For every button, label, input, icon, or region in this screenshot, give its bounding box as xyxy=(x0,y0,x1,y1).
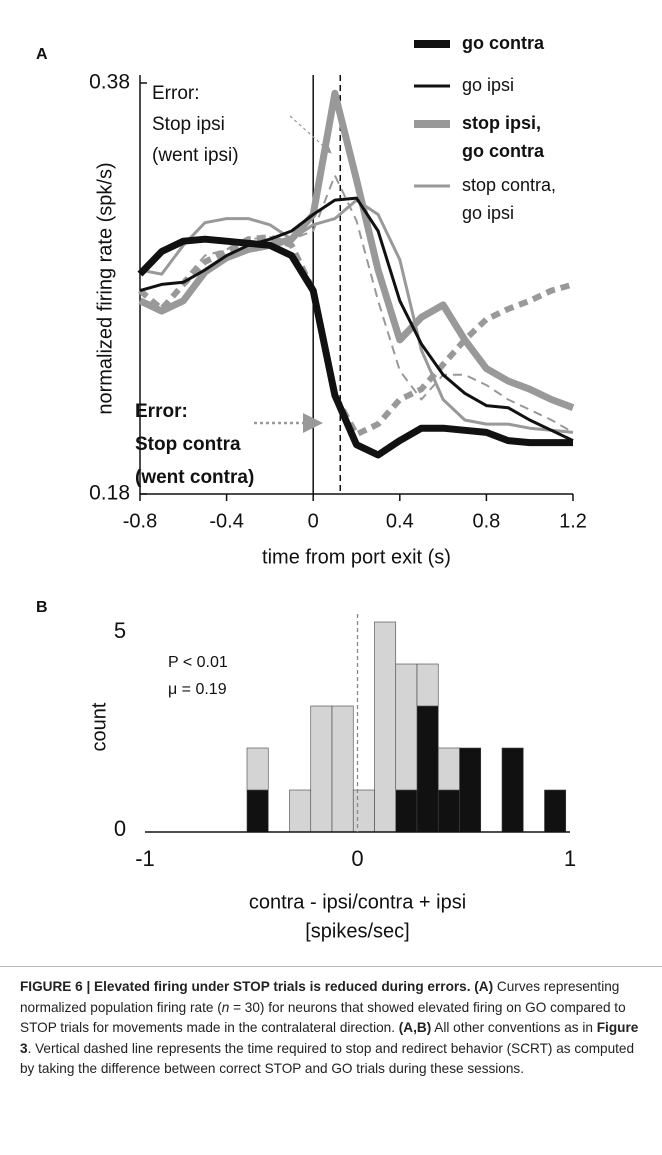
bar xyxy=(352,789,375,833)
x-tick-label: 0.8 xyxy=(472,510,500,532)
annotation: μ = 0.19 xyxy=(168,681,227,698)
bar xyxy=(395,663,418,791)
caption: FIGURE 6 | Elevated firing under STOP tr… xyxy=(0,966,662,1155)
series-line xyxy=(139,198,574,434)
annotation: (went contra) xyxy=(135,467,254,488)
annotation: Stop contra xyxy=(135,434,241,455)
annotation: (went ipsi) xyxy=(152,145,239,166)
caption-text: (A) xyxy=(474,979,494,994)
caption-text: (A,B) xyxy=(398,1020,432,1035)
panel-label: A xyxy=(36,46,48,63)
bar xyxy=(246,747,269,791)
x-tick-label: 1 xyxy=(564,846,576,871)
bar xyxy=(310,705,333,833)
bar xyxy=(289,789,312,833)
y-tick-label: 0 xyxy=(114,816,126,841)
bar xyxy=(416,705,439,833)
series-line xyxy=(139,174,574,434)
x-tick-label: -0.4 xyxy=(209,510,243,532)
x-axis-label: contra - ipsi/contra + ipsi xyxy=(249,891,466,913)
y-tick-label: 0.18 xyxy=(89,482,130,505)
legend-label: go contra xyxy=(462,141,545,161)
bar xyxy=(374,621,397,833)
annotation: Stop ipsi xyxy=(152,114,225,135)
bar xyxy=(246,789,269,833)
series-line xyxy=(138,234,574,438)
series-line xyxy=(139,196,574,442)
caption-text: = 30) for neurons that showed elevated f… xyxy=(20,999,626,1036)
legend-label: stop ipsi, xyxy=(462,113,541,133)
x-tick-label: 0 xyxy=(308,510,319,532)
caption-text: Figure 3 xyxy=(20,1020,639,1056)
x-axis-label: [spikes/sec] xyxy=(305,920,409,942)
caption-title: FIGURE 6 | Elevated firing under STOP tr… xyxy=(20,979,471,994)
bar xyxy=(544,789,567,833)
y-axis-label: count xyxy=(88,702,110,751)
legend-label: stop contra, xyxy=(462,175,556,195)
x-tick-label: -0.8 xyxy=(123,510,157,532)
panel-label: B xyxy=(36,599,48,616)
series-line xyxy=(138,89,575,411)
bar xyxy=(437,789,460,833)
legend-label: go ipsi xyxy=(462,203,514,223)
bar xyxy=(331,705,354,833)
x-tick-label: 0.4 xyxy=(386,510,414,532)
legend-label: go ipsi xyxy=(462,75,514,95)
annotation: Error: xyxy=(135,401,188,422)
caption-text: All other conventions as in xyxy=(431,1020,597,1035)
y-tick-label: 0.38 xyxy=(89,71,130,94)
x-tick-label: 0 xyxy=(351,846,363,871)
x-axis-label: time from port exit (s) xyxy=(262,546,451,568)
caption-text: Curves representing normalized populatio… xyxy=(20,979,620,1015)
annotation-arrow xyxy=(289,115,332,154)
x-tick-label: 1.2 xyxy=(559,510,587,532)
bar xyxy=(437,747,460,791)
caption-text: . Vertical dashed line represents the ti… xyxy=(20,1040,635,1077)
y-axis-label: normalized firing rate (spk/s) xyxy=(94,162,116,414)
legend-label: go contra xyxy=(462,33,545,53)
bar xyxy=(416,663,439,707)
y-tick-label: 5 xyxy=(114,618,126,643)
bar xyxy=(501,747,524,833)
series-line xyxy=(137,235,573,459)
bar xyxy=(459,747,482,833)
bar xyxy=(395,789,418,833)
annotation: P < 0.01 xyxy=(168,654,228,671)
caption-text: n xyxy=(221,999,230,1015)
x-tick-label: -1 xyxy=(135,846,155,871)
annotation: Error: xyxy=(152,83,200,104)
figure: A 0.18 0.38 -0.8 -0.4 0 0.4 0.8 1.2 time from por… xyxy=(36,33,587,943)
